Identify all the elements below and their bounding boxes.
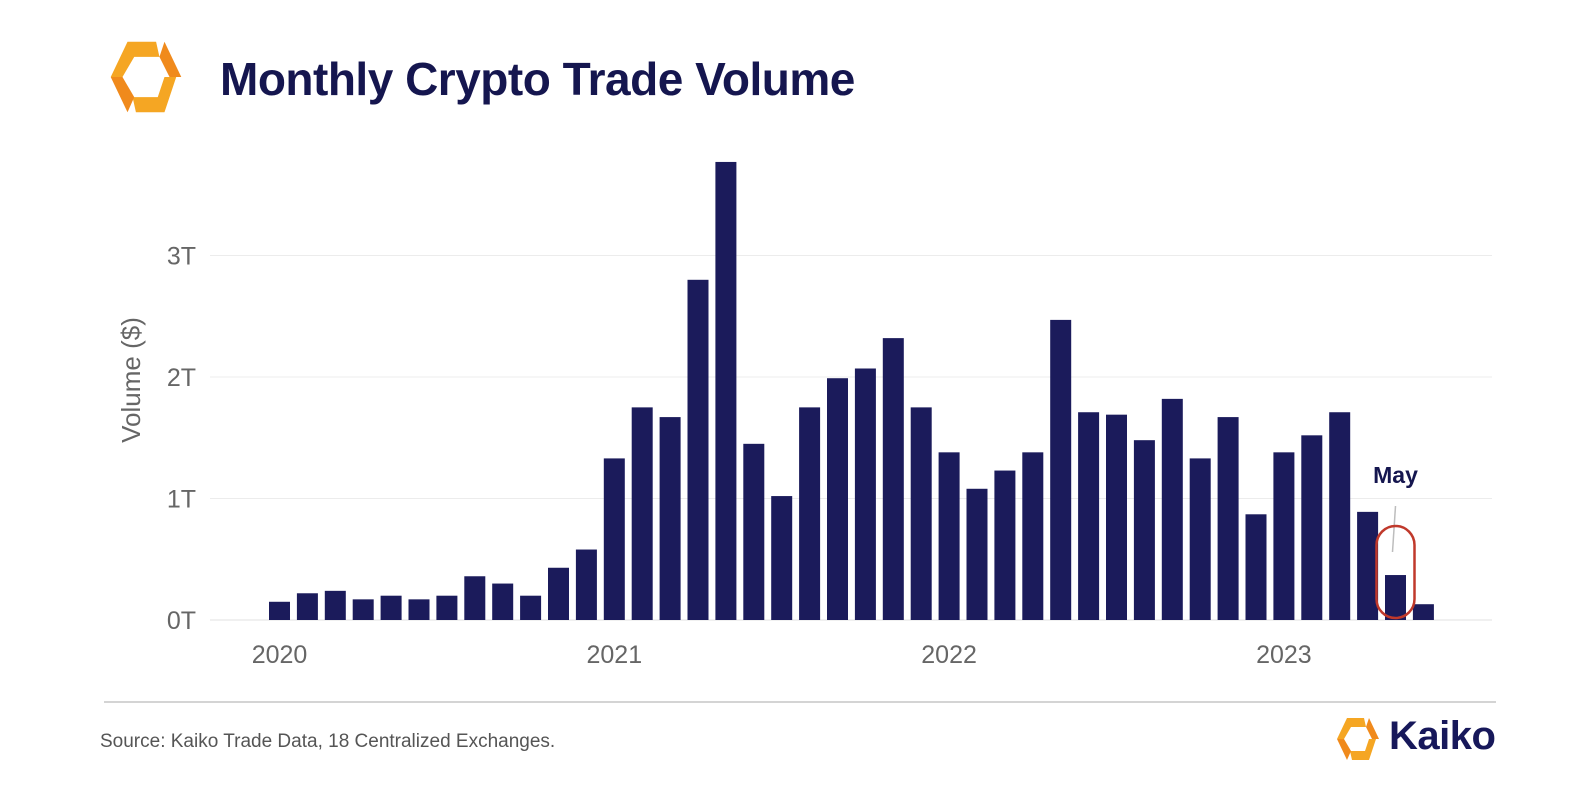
- bar-2023-06: [1412, 604, 1434, 620]
- bar-2020-08: [464, 576, 486, 620]
- bar-2022-06: [1078, 412, 1100, 620]
- kaiko-logo-icon: [110, 41, 182, 113]
- bar-2020-02: [296, 593, 318, 620]
- footer-divider: [104, 701, 1496, 703]
- y-tick-label: 2T: [167, 364, 196, 392]
- bar-2022-02: [966, 488, 988, 620]
- bar-2022-08: [1133, 440, 1155, 620]
- kaiko-brand-icon: [1337, 718, 1379, 760]
- bar-2021-05: [715, 161, 737, 620]
- bar-2021-08: [799, 407, 821, 620]
- bar-2021-07: [771, 496, 793, 620]
- bar-2021-06: [743, 443, 765, 620]
- bar-2020-12: [575, 549, 597, 620]
- x-axis: 2020 2021 2022 2023: [252, 641, 1312, 669]
- bar-2022-01: [938, 452, 960, 620]
- bar-2022-09: [1161, 398, 1183, 620]
- bar-2022-07: [1106, 414, 1127, 620]
- bar-2023-03: [1329, 412, 1351, 620]
- y-axis: 0T 1T 2T 3T: [167, 243, 196, 636]
- y-axis-label: Volume ($): [116, 317, 146, 443]
- annotation-leader: [1391, 505, 1397, 553]
- bar-2023-05: [1385, 575, 1406, 620]
- bar-2022-10: [1189, 458, 1211, 620]
- bar-2021-11: [882, 338, 904, 620]
- bar-2023-02: [1301, 435, 1323, 620]
- y-tick-label: 1T: [167, 486, 196, 514]
- x-tick-label: 2020: [252, 641, 308, 669]
- annotation-label: May: [1373, 462, 1418, 488]
- bar-2023-04: [1357, 511, 1379, 620]
- source-note: Source: Kaiko Trade Data, 18 Centralized…: [100, 731, 556, 752]
- bar-2022-04: [1022, 452, 1044, 620]
- annotation-highlight-ring: [1375, 524, 1416, 620]
- x-tick-label: 2023: [1256, 641, 1312, 669]
- bar-2020-11: [548, 567, 569, 620]
- bar-2022-11: [1217, 417, 1239, 620]
- annotation: May: [1373, 462, 1418, 620]
- x-tick-label: 2022: [921, 641, 977, 669]
- x-tick-label: 2021: [586, 641, 642, 669]
- bar-2021-10: [854, 368, 876, 620]
- bar-2020-05: [380, 595, 402, 620]
- bar-2022-05: [1050, 319, 1072, 620]
- chart-title: Monthly Crypto Trade Volume: [220, 53, 855, 105]
- bar-2020-04: [352, 599, 374, 620]
- bar-2020-09: [492, 583, 514, 620]
- bar-2020-07: [436, 595, 458, 620]
- bar-chart: 0T 1T 2T 3T Volume ($) 2020 2021 2022 2023 May: [116, 161, 1492, 669]
- bar-2022-03: [994, 470, 1016, 620]
- bar-2022-12: [1245, 514, 1267, 620]
- bar-2021-12: [910, 407, 932, 620]
- y-tick-label: 0T: [167, 607, 196, 635]
- y-tick-label: 3T: [167, 243, 196, 271]
- bars: [269, 161, 1434, 620]
- bar-2020-10: [520, 595, 542, 620]
- bar-2021-09: [827, 378, 848, 620]
- brand-name: Kaiko: [1389, 714, 1496, 758]
- bar-2021-01: [603, 458, 625, 620]
- bar-2023-01: [1273, 452, 1295, 620]
- bar-2020-03: [324, 590, 346, 620]
- brand-mark: Kaiko: [1333, 714, 1513, 766]
- bar-2020-01: [269, 601, 290, 620]
- bar-2021-04: [687, 279, 709, 620]
- chart-header: Monthly Crypto Trade Volume: [0, 0, 1569, 130]
- gridlines: [210, 255, 1492, 621]
- bar-2021-03: [659, 417, 681, 620]
- bar-2021-02: [631, 407, 653, 620]
- bar-2020-06: [408, 599, 430, 620]
